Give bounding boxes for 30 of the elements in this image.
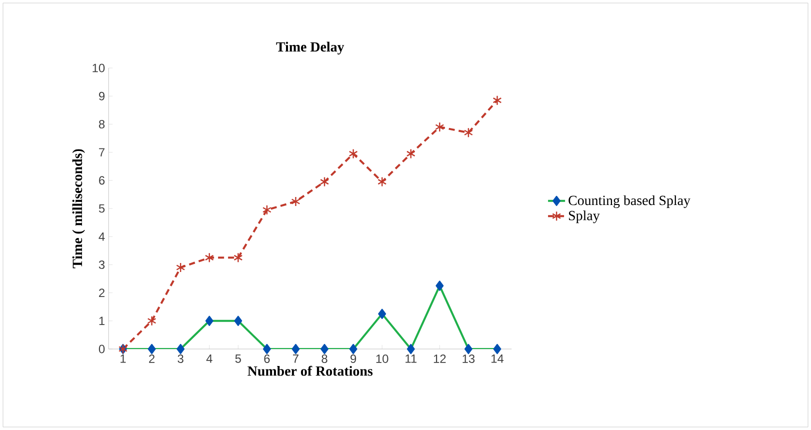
y-tick-label: 6 <box>99 176 105 185</box>
y-tick-label: 5 <box>98 204 105 213</box>
chart-title: Time Delay <box>276 42 344 55</box>
x-axis-title: Number of Rotations <box>248 366 373 376</box>
x-tick-label: 14 <box>491 354 504 363</box>
y-tick-label: 0 <box>98 344 105 354</box>
y-tick-label: 9 <box>99 92 105 100</box>
y-tick-label: 7 <box>99 148 104 156</box>
x-tick-label: 7 <box>293 354 298 363</box>
x-tick-label: 2 <box>149 354 155 363</box>
x-tick-label: 4 <box>206 354 212 363</box>
y-tick-label: 4 <box>98 232 105 241</box>
legend-label: Counting based Splay <box>568 195 690 208</box>
legend-label: Splay <box>568 210 600 224</box>
y-axis-title: Time ( milliseconds) <box>72 149 85 268</box>
x-tick-label: 9 <box>350 354 356 363</box>
y-tick-label: 2 <box>99 288 104 297</box>
x-tick-label: 11 <box>406 354 416 363</box>
x-tick-label: 5 <box>235 354 241 363</box>
x-tick-label: 12 <box>434 354 446 363</box>
x-tick-label: 8 <box>322 354 328 363</box>
y-tick-label: 10 <box>92 64 105 72</box>
x-tick-label: 3 <box>178 354 184 363</box>
x-tick-label: 10 <box>376 354 388 363</box>
y-tick-label: 8 <box>98 120 105 128</box>
x-tick-label: 13 <box>462 354 475 363</box>
y-tick-label: 3 <box>98 260 105 269</box>
x-tick-label: 1 <box>120 354 126 363</box>
y-tick-label: 1 <box>99 316 105 326</box>
x-tick-label: 6 <box>264 354 270 363</box>
